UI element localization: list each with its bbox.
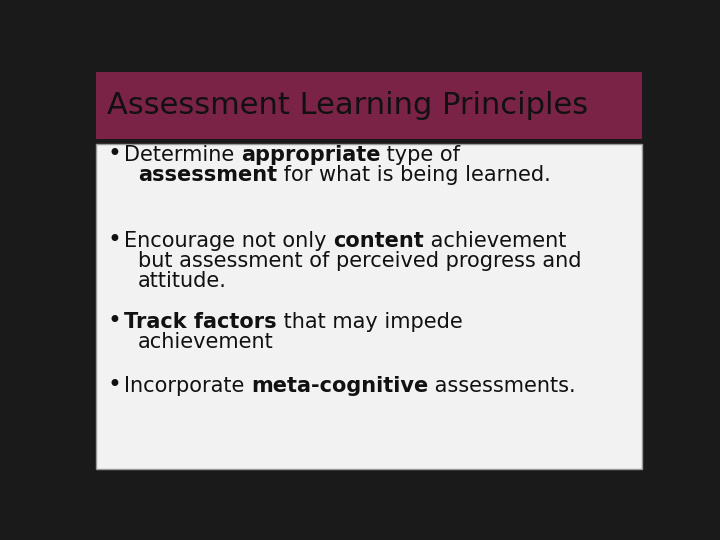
Text: appropriate: appropriate (241, 145, 380, 165)
Text: Track factors: Track factors (124, 312, 276, 332)
Text: •: • (107, 309, 121, 333)
Text: •: • (107, 373, 121, 397)
Text: type of: type of (380, 145, 461, 165)
Text: assessments.: assessments. (428, 376, 576, 396)
Text: that may impede: that may impede (276, 312, 462, 332)
Text: •: • (107, 228, 121, 252)
Text: achievement: achievement (138, 332, 274, 352)
Text: attitude.: attitude. (138, 271, 227, 292)
Text: assessment: assessment (138, 165, 277, 185)
Text: but assessment of perceived progress and: but assessment of perceived progress and (138, 251, 582, 271)
Text: Assessment Learning Principles: Assessment Learning Principles (107, 91, 588, 120)
FancyBboxPatch shape (96, 72, 642, 139)
Text: Incorporate: Incorporate (124, 376, 251, 396)
Text: •: • (107, 142, 121, 166)
FancyBboxPatch shape (96, 144, 642, 469)
Text: for what is being learned.: for what is being learned. (277, 165, 551, 185)
Text: Encourage not only: Encourage not only (124, 231, 333, 251)
Text: meta-cognitive: meta-cognitive (251, 376, 428, 396)
Text: achievement: achievement (424, 231, 567, 251)
Text: Determine: Determine (124, 145, 241, 165)
Text: content: content (333, 231, 424, 251)
